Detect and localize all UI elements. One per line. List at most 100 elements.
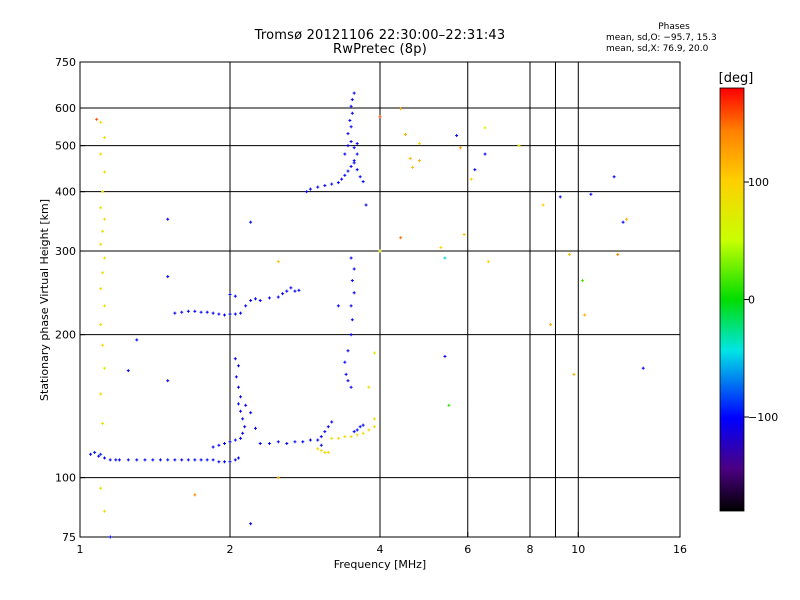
y-tick-label: 600 <box>55 102 76 115</box>
data-point <box>330 420 334 424</box>
data-point <box>103 366 107 370</box>
data-point <box>403 132 407 136</box>
data-point <box>355 428 359 432</box>
data-point <box>99 206 103 210</box>
x-axis-ticks: 1 2 4 6 8 10 16 <box>77 532 687 556</box>
data-point <box>193 493 197 497</box>
data-point <box>473 168 477 172</box>
data-point <box>447 403 451 407</box>
x-axis-label: Frequency [MHz] <box>334 558 426 571</box>
data-point <box>349 140 353 144</box>
data-point <box>103 217 107 221</box>
data-point <box>346 349 350 353</box>
stats-o-mode: mean, sd,O: −95.7, 15.3 <box>606 33 717 43</box>
data-point <box>233 458 237 462</box>
data-point <box>151 458 155 462</box>
data-point <box>276 295 280 299</box>
data-point <box>249 522 253 526</box>
data-point <box>439 246 443 250</box>
data-point <box>316 438 320 442</box>
data-point <box>249 220 253 224</box>
chart-subtitle: RwPretec (8p) <box>333 42 427 57</box>
data-point <box>258 442 262 446</box>
data-point <box>233 294 237 298</box>
data-point <box>267 296 271 300</box>
colorbar-ticks: 100 0 −100 <box>744 176 778 424</box>
data-point <box>346 169 350 173</box>
data-point <box>239 409 243 413</box>
data-point <box>326 450 330 454</box>
data-point <box>239 311 243 315</box>
colorbar-tick-label: 100 <box>748 176 769 189</box>
data-point <box>340 177 344 181</box>
data-point <box>343 173 347 177</box>
data-point <box>558 195 562 199</box>
data-point <box>166 217 170 221</box>
data-point <box>408 156 412 160</box>
x-tick-label: 1 <box>77 543 84 556</box>
data-point <box>316 185 320 189</box>
data-point <box>236 385 240 389</box>
data-point <box>108 535 112 539</box>
data-points <box>89 91 645 539</box>
data-point <box>253 297 257 301</box>
data-point <box>455 134 459 138</box>
data-point <box>373 425 377 429</box>
data-point <box>301 440 305 444</box>
data-point <box>443 256 447 260</box>
y-tick-label: 750 <box>55 56 76 69</box>
data-point <box>239 436 243 440</box>
data-point <box>308 438 312 442</box>
data-point <box>228 312 232 316</box>
data-point <box>378 115 382 119</box>
data-point <box>233 438 237 442</box>
data-point <box>293 289 297 293</box>
data-point <box>117 458 121 462</box>
data-point <box>211 311 215 315</box>
data-point <box>249 299 253 303</box>
data-point <box>293 440 297 444</box>
data-point <box>103 136 107 140</box>
data-point <box>205 310 209 314</box>
data-point <box>349 104 353 108</box>
data-point <box>223 313 227 317</box>
data-point <box>253 426 257 430</box>
data-point <box>373 351 377 355</box>
data-point <box>228 292 232 296</box>
data-point <box>616 252 620 256</box>
data-point <box>443 354 447 358</box>
data-point <box>166 275 170 279</box>
data-point <box>241 431 245 435</box>
data-point <box>173 311 177 315</box>
colorbar-tick-label: −100 <box>748 411 778 424</box>
data-point <box>239 395 243 399</box>
data-point <box>158 458 162 462</box>
data-point <box>350 318 354 322</box>
data-point <box>336 304 340 308</box>
data-point <box>462 233 466 237</box>
data-point <box>114 458 118 462</box>
data-point <box>349 333 353 337</box>
data-point <box>326 425 330 429</box>
colorbar-tick-label: 0 <box>748 294 755 307</box>
y-tick-label: 500 <box>55 140 76 153</box>
data-point <box>350 98 354 102</box>
data-point <box>95 117 99 121</box>
data-point <box>567 252 571 256</box>
data-point <box>641 366 645 370</box>
data-point <box>101 190 105 194</box>
data-point <box>308 187 312 191</box>
data-point <box>349 385 353 389</box>
data-point <box>349 125 353 129</box>
data-point <box>361 431 365 435</box>
data-point <box>399 107 403 111</box>
data-point <box>349 435 353 439</box>
x-tick-label: 16 <box>673 543 687 556</box>
data-point <box>367 428 371 432</box>
data-point <box>276 260 280 264</box>
data-point <box>143 458 147 462</box>
data-point <box>233 312 237 316</box>
data-point <box>361 180 365 184</box>
data-point <box>549 323 553 327</box>
data-point <box>352 161 356 165</box>
